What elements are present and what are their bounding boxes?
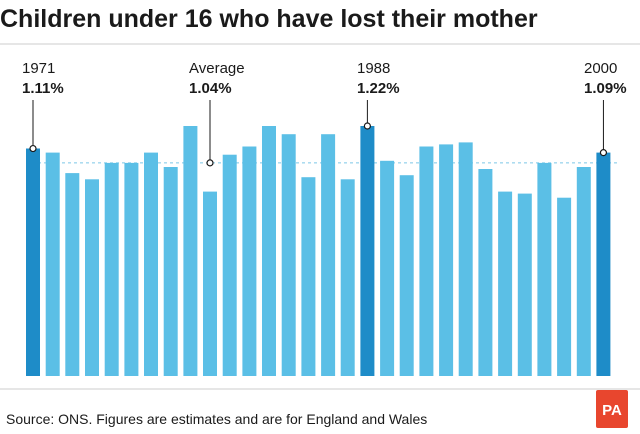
leader-1988-dot xyxy=(363,122,371,130)
annotation-value-1971: 1.11% xyxy=(22,80,64,97)
leader-average-dot xyxy=(206,159,214,167)
bar-28 xyxy=(576,167,591,376)
bar-21 xyxy=(439,144,454,376)
pa-logo-text: PA xyxy=(602,402,622,419)
bar-20 xyxy=(419,146,434,376)
bar-12 xyxy=(262,126,276,376)
bar-2 xyxy=(65,173,80,376)
bar-0 xyxy=(26,148,40,376)
bar-6 xyxy=(144,152,158,376)
bar-3 xyxy=(85,179,99,376)
bar-5 xyxy=(124,162,139,376)
bar-9 xyxy=(203,191,217,376)
bar-25 xyxy=(517,193,532,376)
bar-29 xyxy=(596,152,611,376)
bar-7 xyxy=(163,167,178,376)
annotation-year-1971: 1971 xyxy=(22,60,55,77)
bar-15 xyxy=(321,134,336,376)
leader-1971-dot xyxy=(29,144,37,153)
bar-1 xyxy=(45,152,60,376)
pa-logo: PA xyxy=(596,390,628,428)
annotation-average-label: Average xyxy=(189,60,245,77)
annotation-year-1988: 1988 xyxy=(357,60,390,77)
chart-title: Children under 16 who have lost their mo… xyxy=(0,5,538,33)
bar-26 xyxy=(537,162,552,376)
bar-11 xyxy=(242,146,257,376)
annotation-value-2000: 1.09% xyxy=(584,80,627,97)
bar-4 xyxy=(104,162,119,376)
bar-22 xyxy=(458,142,473,376)
bar-10 xyxy=(222,154,237,376)
pa-logo-box xyxy=(596,390,628,428)
bar-19 xyxy=(399,175,414,376)
bar-17 xyxy=(360,126,375,376)
annotations: 1971 1.11% 1988 1.22% 2000 1.09% Average 1.04% xyxy=(22,60,627,167)
bar-16 xyxy=(340,179,355,376)
annotation-average-value: 1.04% xyxy=(189,80,232,97)
leader-2000-dot xyxy=(599,149,608,157)
bar-8 xyxy=(183,126,198,376)
bar-13 xyxy=(281,134,296,376)
bar-14 xyxy=(301,177,316,376)
annotation-value-1988: 1.22% xyxy=(357,80,400,97)
bar-24 xyxy=(498,191,513,376)
source-note: Source: ONS. Figures are estimates and a… xyxy=(6,411,427,427)
bar-27 xyxy=(557,197,572,376)
bar-23 xyxy=(478,169,493,376)
bar-18 xyxy=(380,160,395,376)
annotation-year-2000: 2000 xyxy=(584,60,617,77)
bars xyxy=(26,126,611,376)
